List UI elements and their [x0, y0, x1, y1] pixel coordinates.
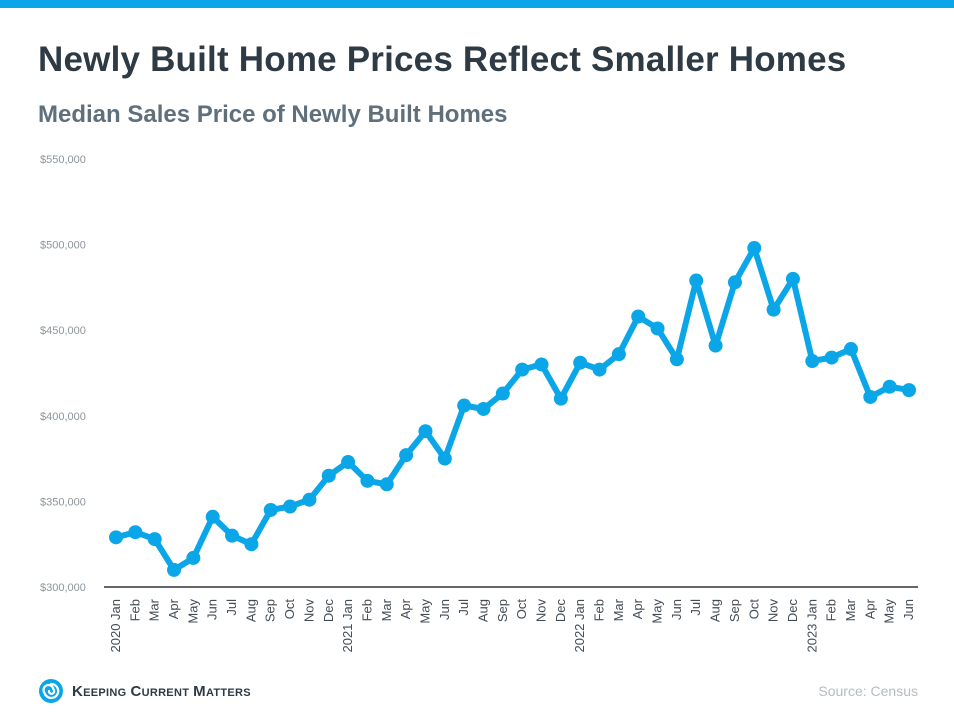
x-tick-label: Jul [456, 599, 471, 616]
x-tick-label: Nov [301, 599, 316, 623]
brand-logo: KEEPING CURRENT MATTERS [38, 676, 251, 706]
top-accent-bar [0, 0, 954, 8]
data-point [167, 562, 182, 577]
x-tick-label: Sep [263, 599, 278, 622]
data-point [321, 468, 336, 483]
x-tick-label: May [650, 599, 665, 624]
data-point [360, 473, 375, 488]
x-tick-label: 2023 Jan [804, 599, 819, 653]
data-point [902, 383, 916, 398]
data-point [785, 271, 800, 286]
x-tick-label: Feb [824, 599, 839, 621]
x-tick-label: Jul [224, 599, 239, 616]
y-tick-label: $550,000 [40, 154, 86, 166]
x-tick-label: Aug [243, 599, 258, 622]
y-tick-label: $500,000 [40, 240, 86, 252]
chart-subtitle: Median Sales Price of Newly Built Homes [38, 101, 508, 128]
data-point [418, 424, 433, 439]
data-point [747, 241, 762, 256]
chart-title: Newly Built Home Prices Reflect Smaller … [38, 40, 847, 79]
data-point [341, 455, 356, 470]
data-point [147, 532, 162, 547]
x-tick-label: Jun [205, 599, 220, 620]
x-tick-label: May [185, 599, 200, 624]
x-tick-label: Apr [862, 598, 877, 619]
data-point [379, 477, 394, 492]
y-tick-label: $350,000 [40, 496, 86, 508]
data-point [186, 550, 201, 565]
x-tick-label: Aug [475, 599, 490, 622]
data-point [515, 362, 530, 377]
data-point [650, 321, 665, 336]
data-point [109, 530, 123, 545]
x-tick-label: Dec [321, 599, 336, 623]
x-tick-label: Oct [746, 599, 761, 620]
x-tick-label: Apr [166, 598, 181, 619]
x-tick-label: Mar [611, 598, 626, 621]
data-point [534, 357, 549, 372]
x-tick-label: Aug [708, 599, 723, 622]
x-tick-label: Jun [901, 599, 916, 620]
data-point [863, 389, 878, 404]
y-tick-label: $400,000 [40, 411, 86, 423]
data-point [437, 451, 452, 466]
x-tick-label: May [417, 599, 432, 624]
data-point [573, 355, 588, 370]
x-tick-label: Apr [630, 598, 645, 619]
x-tick-label: Apr [398, 598, 413, 619]
x-tick-label: Oct [282, 599, 297, 620]
x-tick-label: Jul [688, 599, 703, 616]
x-tick-label: Dec [785, 599, 800, 623]
data-point [495, 386, 510, 401]
x-tick-label: 2020 Jan [108, 599, 123, 653]
series-line [113, 245, 912, 573]
data-point [882, 379, 897, 394]
x-tick-label: 2021 Jan [340, 599, 355, 653]
x-tick-label: Jun [437, 599, 452, 620]
x-tick-label: Feb [592, 599, 607, 621]
data-point [399, 448, 414, 463]
data-point [553, 391, 568, 406]
x-tick-label: Sep [495, 599, 510, 622]
data-point [631, 309, 646, 324]
data-point [824, 350, 839, 365]
data-point [302, 492, 317, 507]
data-point [205, 509, 220, 524]
x-tick-label: 2022 Jan [572, 599, 587, 653]
x-tick-label: Mar [843, 598, 858, 621]
source-note: Source: Census [818, 683, 918, 699]
data-point [843, 342, 858, 357]
data-point [225, 528, 240, 543]
data-point [611, 347, 626, 362]
data-point [283, 499, 298, 514]
x-tick-label: May [882, 599, 897, 624]
x-tick-label: Dec [553, 599, 568, 623]
data-point [805, 354, 820, 369]
data-point [476, 401, 491, 416]
y-tick-label: $450,000 [40, 325, 86, 337]
x-tick-label: Nov [766, 599, 781, 623]
x-tick-label: Mar [379, 598, 394, 621]
data-point [244, 537, 259, 552]
x-tick-label: Feb [359, 599, 374, 621]
data-point [766, 302, 781, 317]
brand-name: KEEPING CURRENT MATTERS [72, 682, 251, 700]
x-tick-label: Jun [669, 599, 684, 620]
y-tick-label: $300,000 [40, 582, 86, 594]
data-point [727, 275, 742, 290]
x-tick-label: Sep [727, 599, 742, 622]
data-point [669, 352, 684, 367]
data-point [708, 338, 723, 353]
x-tick-label: Oct [514, 599, 529, 620]
data-point [457, 398, 472, 413]
spiral-icon [39, 679, 63, 703]
x-tick-label: Feb [127, 599, 142, 621]
x-tick-label: Mar [147, 598, 162, 621]
x-tick-label: Nov [534, 599, 549, 623]
data-point [592, 362, 607, 377]
data-point [263, 502, 278, 517]
data-point [689, 273, 704, 288]
data-point [128, 525, 143, 540]
